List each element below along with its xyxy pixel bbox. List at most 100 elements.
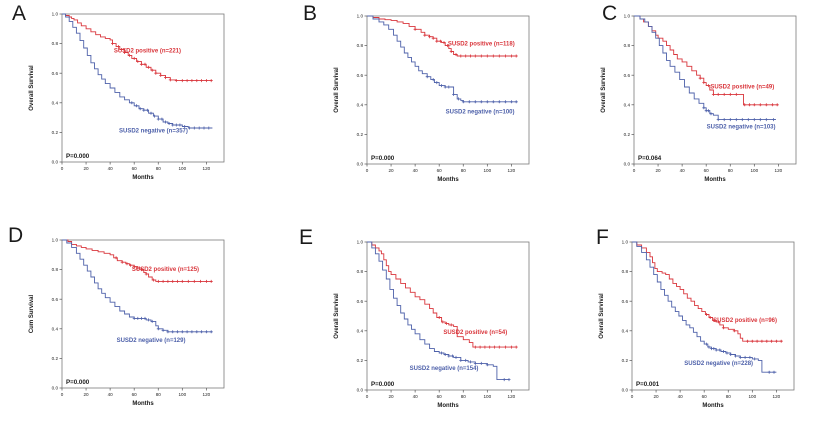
svg-text:80: 80 <box>728 168 734 173</box>
km-panel-d: D 0.0 0.2 0.4 0.6 0.8 1.0 0 20 40 60 80 100 120 Month… <box>0 210 273 433</box>
svg-text:40: 40 <box>413 168 419 173</box>
svg-text:0: 0 <box>366 394 369 399</box>
series-label-negative: SUSD2 negative (n=357) <box>119 128 188 134</box>
svg-text:100: 100 <box>750 168 758 173</box>
svg-text:20: 20 <box>656 168 662 173</box>
x-axis-title: Months <box>437 177 459 183</box>
svg-text:0.0: 0.0 <box>52 160 59 165</box>
panel-letter-a: A <box>12 2 27 25</box>
svg-text:0.8: 0.8 <box>52 41 59 46</box>
svg-text:0.0: 0.0 <box>52 386 59 391</box>
svg-text:0.8: 0.8 <box>357 43 364 48</box>
y-axis-title: Cum Survival <box>29 295 35 334</box>
y-axis-title: Overall Survival <box>29 65 35 111</box>
svg-text:0.4: 0.4 <box>52 326 59 331</box>
km-chart-f: 0.0 0.2 0.4 0.6 0.8 1.0 0 20 40 60 80 100 120 Months O… <box>596 234 801 431</box>
svg-text:0.4: 0.4 <box>52 100 59 105</box>
svg-text:0: 0 <box>631 394 634 399</box>
svg-text:0.6: 0.6 <box>357 299 364 304</box>
km-step-chart: 0.0 0.2 0.4 0.6 0.8 1.0 0 20 40 60 80 100 120 Months O… <box>601 14 797 183</box>
panel-letter-c: C <box>602 2 618 25</box>
svg-text:100: 100 <box>748 394 756 399</box>
svg-text:120: 120 <box>203 392 211 397</box>
svg-text:0.6: 0.6 <box>52 297 59 302</box>
svg-text:1.0: 1.0 <box>357 14 364 19</box>
km-step-chart: 0.0 0.2 0.4 0.6 0.8 1.0 0 20 40 60 80 100 120 Months C… <box>29 238 225 407</box>
svg-text:100: 100 <box>178 166 186 171</box>
svg-text:0.6: 0.6 <box>622 299 629 304</box>
svg-text:120: 120 <box>508 394 516 399</box>
series-label-positive: SUSD2 positive (n=118) <box>448 42 515 48</box>
series-label-negative: SUSD2 negative (n=129) <box>117 338 186 344</box>
svg-text:0.2: 0.2 <box>622 358 629 363</box>
svg-text:120: 120 <box>773 394 781 399</box>
km-chart-c: 0.0 0.2 0.4 0.6 0.8 1.0 0 20 40 60 80 100 120 Months O… <box>598 8 803 205</box>
svg-text:100: 100 <box>483 394 491 399</box>
series-label-positive: SUSD2 positive (n=54) <box>443 330 507 336</box>
svg-text:0.4: 0.4 <box>624 102 631 107</box>
km-chart-a: 0.0 0.2 0.4 0.6 0.8 1.0 0 20 40 60 80 100 120 Months O… <box>26 6 231 203</box>
svg-text:40: 40 <box>413 394 419 399</box>
x-axis-title: Months <box>702 403 724 409</box>
svg-text:0.4: 0.4 <box>357 102 364 107</box>
svg-text:100: 100 <box>483 168 491 173</box>
svg-text:0.2: 0.2 <box>357 358 364 363</box>
svg-text:1.0: 1.0 <box>357 240 364 245</box>
y-axis-title: Overall Survival <box>601 67 607 113</box>
km-panel-f: F 0.0 0.2 0.4 0.6 0.8 1.0 0 20 40 60 80 100 120 Month… <box>546 210 819 433</box>
p-value-label: P=0.000 <box>66 153 90 160</box>
series-label-positive: SUSD2 positive (n=125) <box>132 267 199 273</box>
svg-text:0.6: 0.6 <box>357 73 364 78</box>
svg-text:0.0: 0.0 <box>357 388 364 393</box>
km-panel-b: B 0.0 0.2 0.4 0.6 0.8 1.0 0 20 40 60 80 100 120 Month… <box>273 0 546 210</box>
x-axis-title: Months <box>704 177 726 183</box>
svg-text:40: 40 <box>108 392 114 397</box>
x-axis-title: Months <box>132 401 154 407</box>
series-label-positive: SUSD2 positive (n=49) <box>710 85 774 91</box>
svg-text:60: 60 <box>437 168 443 173</box>
svg-text:80: 80 <box>156 392 162 397</box>
svg-text:0.2: 0.2 <box>52 130 59 135</box>
svg-text:0: 0 <box>633 168 636 173</box>
panel-letter-e: E <box>299 226 314 249</box>
series-label-negative: SUSD2 negative (n=100) <box>446 110 515 116</box>
y-axis-title: Overall Survival <box>334 293 340 339</box>
svg-text:120: 120 <box>775 168 783 173</box>
svg-text:0.2: 0.2 <box>357 132 364 137</box>
svg-text:1.0: 1.0 <box>624 14 631 19</box>
svg-text:40: 40 <box>108 166 114 171</box>
svg-text:80: 80 <box>726 394 732 399</box>
svg-text:120: 120 <box>203 166 211 171</box>
km-step-chart: 0.0 0.2 0.4 0.6 0.8 1.0 0 20 40 60 80 100 120 Months O… <box>29 12 225 181</box>
svg-text:100: 100 <box>178 392 186 397</box>
svg-text:20: 20 <box>84 166 90 171</box>
svg-text:20: 20 <box>389 168 395 173</box>
km-panel-c: C 0.0 0.2 0.4 0.6 0.8 1.0 0 20 40 60 80 100 120 Month… <box>546 0 819 210</box>
svg-text:1.0: 1.0 <box>622 240 629 245</box>
svg-text:0.8: 0.8 <box>52 267 59 272</box>
series-label-negative: SUSD2 negative (n=103) <box>707 124 776 130</box>
svg-text:80: 80 <box>461 168 467 173</box>
x-axis-title: Months <box>132 175 154 181</box>
svg-text:1.0: 1.0 <box>52 12 59 17</box>
y-axis-title: Overall Survival <box>334 67 340 113</box>
series-label-negative: SUSD2 negative (n=228) <box>684 361 753 367</box>
p-value-label: P=0.064 <box>638 155 662 162</box>
p-value-label: P=0.000 <box>66 379 90 386</box>
svg-text:0.8: 0.8 <box>624 43 631 48</box>
svg-text:60: 60 <box>704 168 710 173</box>
svg-text:20: 20 <box>389 394 395 399</box>
km-chart-b: 0.0 0.2 0.4 0.6 0.8 1.0 0 20 40 60 80 100 120 Months O… <box>331 8 536 205</box>
svg-text:0.8: 0.8 <box>622 269 629 274</box>
svg-text:0.6: 0.6 <box>624 73 631 78</box>
svg-text:0: 0 <box>61 392 64 397</box>
svg-text:0: 0 <box>61 166 64 171</box>
svg-text:0.0: 0.0 <box>357 162 364 167</box>
series-label-positive: SUSD2 positive (n=221) <box>114 48 181 54</box>
panel-letter-f: F <box>596 226 610 249</box>
panel-letter-d: D <box>8 224 24 247</box>
svg-text:0.4: 0.4 <box>357 328 364 333</box>
svg-text:0.2: 0.2 <box>52 356 59 361</box>
km-step-chart: 0.0 0.2 0.4 0.6 0.8 1.0 0 20 40 60 80 100 120 Months O… <box>334 14 530 183</box>
